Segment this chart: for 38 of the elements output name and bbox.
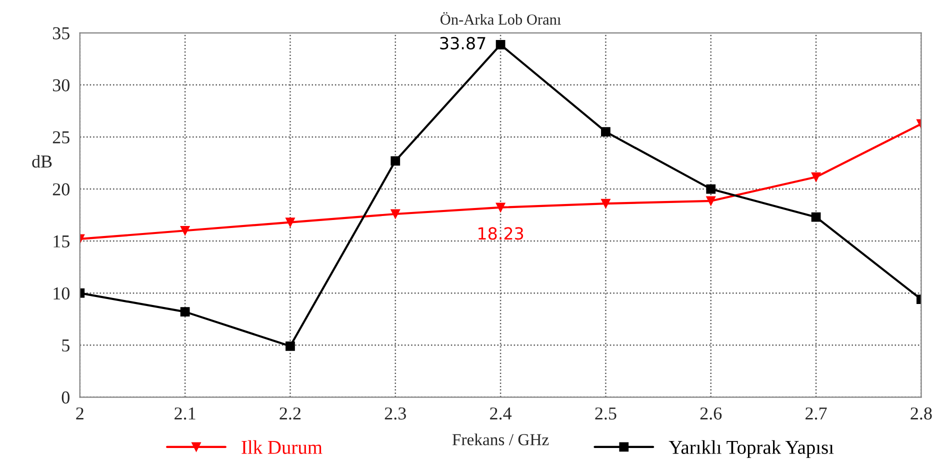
point — [180, 307, 190, 316]
x-tick-label: 2.7 — [806, 407, 827, 420]
annotation: 18.23 — [478, 227, 524, 240]
y-axis-title: dB — [32, 154, 52, 168]
point — [601, 127, 610, 136]
point — [496, 202, 506, 212]
point — [390, 156, 400, 166]
point — [496, 40, 506, 50]
x-tick-label: 2.4 — [490, 407, 512, 420]
x-tick-label: 2.5 — [595, 407, 616, 420]
x-tick-label: 2.6 — [700, 407, 722, 420]
annotation: 33.87 — [440, 36, 486, 50]
point — [286, 341, 295, 351]
y-tick-label: 5 — [62, 340, 70, 352]
legend-label: Ilk Durum — [242, 440, 322, 454]
point — [706, 184, 716, 194]
point — [811, 172, 821, 182]
x-tick-label: 2.2 — [280, 407, 301, 420]
x-tick-label: 2.8 — [910, 407, 932, 420]
point — [180, 226, 190, 236]
x-tick-label: 2 — [76, 407, 84, 420]
y-tick-label: 0 — [62, 391, 70, 404]
y-tick-label: 25 — [52, 131, 70, 144]
point — [811, 212, 821, 222]
x-axis-title: Frekans / GHz — [452, 434, 549, 446]
point — [601, 198, 610, 208]
x-tick-label: 2.3 — [384, 407, 406, 420]
y-tick-label: 35 — [52, 27, 70, 40]
point — [706, 196, 716, 206]
point — [286, 218, 295, 227]
chart-title: Ön-Arka Lob Oranı — [440, 12, 561, 25]
point — [390, 209, 400, 219]
x-tick-label: 2.1 — [174, 407, 196, 420]
legend-label: Yarıklı Toprak Yapısı — [668, 440, 834, 458]
y-tick-label: 15 — [54, 235, 70, 248]
y-tick-label: 20 — [52, 183, 70, 196]
y-tick-label: 10 — [54, 287, 70, 300]
y-tick-label: 30 — [52, 79, 70, 92]
